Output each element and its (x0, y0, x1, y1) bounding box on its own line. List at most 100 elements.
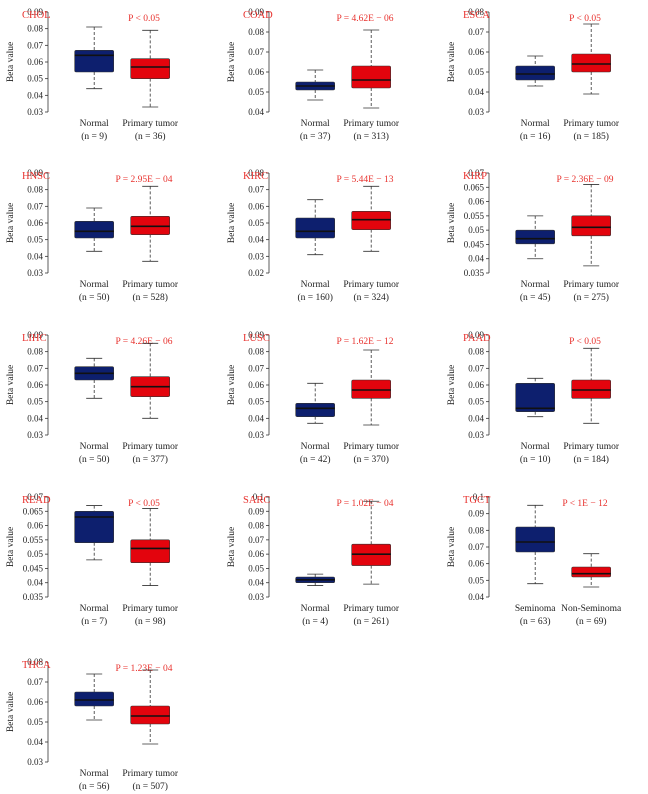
category-label: Primary tumor (343, 604, 400, 614)
box-normal (515, 215, 556, 260)
y-tick-label: 0.07 (468, 27, 484, 37)
y-tick-label: 0.04 (468, 592, 484, 602)
box-normal (515, 377, 556, 418)
panel-title: SARC (243, 495, 270, 506)
sample-size-label: (n = 50) (79, 292, 110, 303)
y-tick-label: 0.065 (23, 506, 44, 516)
y-tick-label: 0.09 (27, 330, 43, 340)
category-label: Normal (80, 604, 109, 614)
y-axis-title: Beta value (447, 42, 457, 82)
y-tick-label: 0.05 (248, 218, 264, 228)
panel-lihc: 0.03 0.04 0.05 0.06 0.07 0.08 0.09 Beta value LI… (6, 330, 179, 465)
panel-esca: 0.03 0.04 0.05 0.06 0.07 0.08 Beta value ESCA P … (447, 7, 620, 142)
box-normal (295, 199, 336, 256)
iqr-box (515, 229, 556, 245)
box-normal (295, 573, 336, 586)
y-axis-title: Beta value (6, 203, 16, 243)
category-label: Non-Seminoma (561, 604, 622, 614)
category-label: Normal (80, 442, 109, 452)
iqr-box (74, 50, 114, 73)
box-normal (74, 207, 114, 252)
panel-title: TGCT (463, 495, 491, 506)
y-tick-label: 0.06 (248, 201, 264, 211)
box-tumor (130, 669, 170, 745)
sample-size-label: (n = 42) (300, 454, 331, 465)
sample-size-label: (n = 324) (353, 292, 388, 303)
category-label: Primary tumor (343, 280, 400, 290)
y-axis-title: Beta value (6, 527, 16, 567)
box-tumor (351, 29, 392, 109)
box-tumor (130, 342, 170, 419)
y-tick-label: 0.03 (248, 592, 264, 602)
sample-size-label: (n = 7) (81, 616, 107, 627)
sample-size-label: (n = 370) (353, 454, 388, 465)
y-tick-label: 0.05 (27, 549, 43, 559)
panel-title: ESCA (463, 10, 490, 21)
panel-title: KIRP (463, 171, 487, 182)
y-tick-label: 0.06 (27, 521, 43, 531)
y-tick-label: 0.04 (248, 107, 264, 117)
sample-size-label: (n = 528) (132, 292, 167, 303)
y-axis-title: Beta value (6, 692, 16, 732)
y-tick-label: 0.07 (248, 535, 264, 545)
y-tick-label: 0.05 (248, 397, 264, 407)
iqr-box (351, 65, 392, 89)
y-axis-title: Beta value (227, 42, 237, 82)
panel-title: HNSC (22, 171, 50, 182)
box-tumor (571, 23, 612, 95)
panel-title: READ (22, 495, 51, 506)
p-value-label: P = 2.95E − 04 (115, 175, 172, 185)
y-tick-label: 0.03 (468, 107, 484, 117)
y-tick-label: 0.05 (27, 717, 43, 727)
panel-kirc: 0.02 0.03 0.04 0.05 0.06 0.07 0.08 Beta value KI… (227, 168, 400, 303)
sample-size-label: (n = 184) (573, 454, 608, 465)
sample-size-label: (n = 63) (520, 616, 551, 627)
y-tick-label: 0.03 (468, 430, 484, 440)
panel-title: KIRC (243, 171, 268, 182)
box-normal (295, 382, 336, 424)
y-tick-label: 0.07 (248, 47, 264, 57)
y-tick-label: 0.1 (473, 492, 484, 502)
category-label: Normal (301, 119, 330, 129)
y-tick-label: 0.06 (468, 47, 484, 57)
box-tumor (571, 347, 612, 424)
box-tumor (351, 349, 392, 426)
y-tick-label: 0.08 (248, 347, 264, 357)
y-axis-title: Beta value (6, 365, 16, 405)
p-value-label: P < 0.05 (128, 499, 160, 509)
category-label: Normal (301, 604, 330, 614)
iqr-box (295, 403, 336, 417)
y-tick-label: 0.035 (23, 592, 44, 602)
y-tick-label: 0.03 (248, 430, 264, 440)
y-tick-label: 0.08 (468, 525, 484, 535)
box-normal (515, 504, 556, 585)
sample-size-label: (n = 50) (79, 454, 110, 465)
category-label: Normal (301, 442, 330, 452)
y-tick-label: 0.06 (248, 67, 264, 77)
sample-size-label: (n = 56) (79, 781, 110, 792)
y-axis-title: Beta value (447, 365, 457, 405)
y-axis-title: Beta value (227, 203, 237, 243)
category-label: Primary tumor (122, 280, 179, 290)
panel-title: LIHC (22, 333, 47, 344)
category-label: Primary tumor (563, 442, 620, 452)
y-tick-label: 0.04 (468, 87, 484, 97)
p-value-label: P < 1E − 12 (562, 499, 607, 509)
category-label: Normal (80, 769, 109, 779)
category-label: Primary tumor (563, 119, 620, 129)
y-tick-label: 0.05 (27, 74, 43, 84)
p-value-label: P < 0.05 (128, 14, 160, 24)
y-tick-label: 0.06 (468, 380, 484, 390)
y-tick-label: 0.09 (27, 7, 43, 17)
iqr-box (130, 216, 170, 235)
y-tick-label: 0.05 (248, 563, 264, 573)
sample-size-label: (n = 261) (353, 616, 388, 627)
y-tick-label: 0.04 (27, 737, 43, 747)
sample-size-label: (n = 185) (573, 131, 608, 142)
iqr-box (571, 53, 612, 73)
panel-coad: 0.04 0.05 0.06 0.07 0.08 0.09 Beta value COAD P … (227, 7, 400, 142)
sample-size-label: (n = 160) (297, 292, 332, 303)
iqr-box (571, 215, 612, 237)
y-axis-title: Beta value (6, 42, 16, 82)
p-value-label: P = 5.44E − 13 (336, 175, 393, 185)
